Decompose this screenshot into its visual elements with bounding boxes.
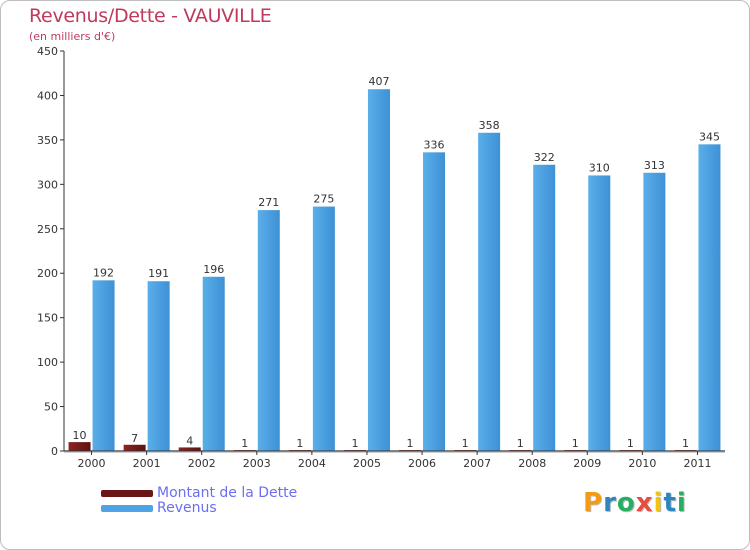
data-label-revenue: 407	[368, 75, 389, 88]
x-tick-label: 2006	[408, 457, 436, 470]
y-tick-label: 0	[51, 445, 58, 458]
data-label-debt: 10	[73, 429, 87, 442]
bar-revenue	[312, 206, 335, 451]
logo-letter: r	[603, 488, 617, 518]
y-tick-label: 300	[37, 178, 58, 191]
x-tick-label: 2004	[298, 457, 326, 470]
data-label-debt: 1	[627, 437, 634, 450]
data-label-revenue: 275	[313, 193, 334, 206]
x-tick-label: 2009	[573, 457, 601, 470]
logo-letter: x	[635, 488, 654, 518]
logo-letter: i	[653, 488, 664, 518]
x-tick-label: 2007	[463, 457, 491, 470]
data-label-debt: 1	[351, 437, 358, 450]
data-label-debt: 1	[682, 437, 689, 450]
data-label-debt: 4	[186, 434, 193, 447]
legend-swatch-debt	[101, 490, 153, 497]
y-tick-label: 150	[37, 312, 58, 325]
x-tick-label: 2008	[518, 457, 546, 470]
logo-letter: t	[663, 488, 677, 518]
data-label-debt: 1	[517, 437, 524, 450]
legend-label-debt: Montant de la Dette	[157, 485, 298, 501]
logo-letter: o	[616, 488, 636, 518]
data-label-revenue: 336	[424, 138, 445, 151]
logo-letter: P	[583, 488, 604, 518]
data-label-debt: 1	[296, 437, 303, 450]
data-label-revenue: 345	[699, 130, 720, 143]
legend-swatch-revenue	[101, 505, 153, 512]
bar-revenue	[202, 276, 225, 451]
data-label-revenue: 358	[479, 119, 500, 132]
data-label-revenue: 196	[203, 263, 224, 276]
bar-revenue	[698, 144, 721, 452]
y-tick-label: 250	[37, 223, 58, 236]
logo-letter: i	[676, 488, 687, 518]
data-label-revenue: 192	[93, 266, 114, 279]
y-tick-label: 400	[37, 89, 58, 102]
data-label-revenue: 313	[644, 159, 665, 172]
x-tick-label: 2001	[133, 457, 161, 470]
bar-revenue	[367, 89, 390, 451]
proxiti-logo: Proxiti	[583, 488, 687, 518]
data-label-revenue: 310	[589, 161, 610, 174]
bar-revenue	[147, 281, 170, 451]
data-label-debt: 7	[131, 432, 138, 445]
legend-label-revenue: Revenus	[157, 500, 217, 516]
bar-revenue	[533, 164, 556, 451]
x-tick-label: 2003	[243, 457, 271, 470]
data-label-debt: 1	[241, 437, 248, 450]
bar-revenue	[92, 280, 115, 451]
bar-revenue	[478, 132, 501, 451]
y-tick-label: 350	[37, 134, 58, 147]
chart-subtitle: (en milliers d'€)	[29, 30, 116, 43]
bar-revenue	[643, 172, 666, 451]
bar-revenue	[423, 152, 446, 452]
x-tick-label: 2002	[188, 457, 216, 470]
y-tick-label: 50	[44, 401, 58, 414]
bar-revenue	[588, 175, 611, 451]
y-tick-label: 200	[37, 267, 58, 280]
x-tick-label: 2000	[78, 457, 106, 470]
data-label-debt: 1	[407, 437, 414, 450]
data-label-debt: 1	[462, 437, 469, 450]
data-label-debt: 1	[572, 437, 579, 450]
data-label-revenue: 271	[258, 196, 279, 209]
bar-debt	[178, 447, 201, 451]
data-label-revenue: 191	[148, 267, 169, 280]
y-tick-label: 100	[37, 356, 58, 369]
bar-debt	[68, 442, 91, 451]
x-tick-label: 2010	[628, 457, 656, 470]
y-tick-label: 450	[37, 45, 58, 58]
x-tick-label: 2005	[353, 457, 381, 470]
bar-revenue	[257, 210, 280, 451]
x-tick-label: 2011	[683, 457, 711, 470]
bar-debt	[123, 444, 146, 451]
chart-title: Revenus/Dette - VAUVILLE	[29, 5, 272, 27]
data-label-revenue: 322	[534, 151, 555, 164]
